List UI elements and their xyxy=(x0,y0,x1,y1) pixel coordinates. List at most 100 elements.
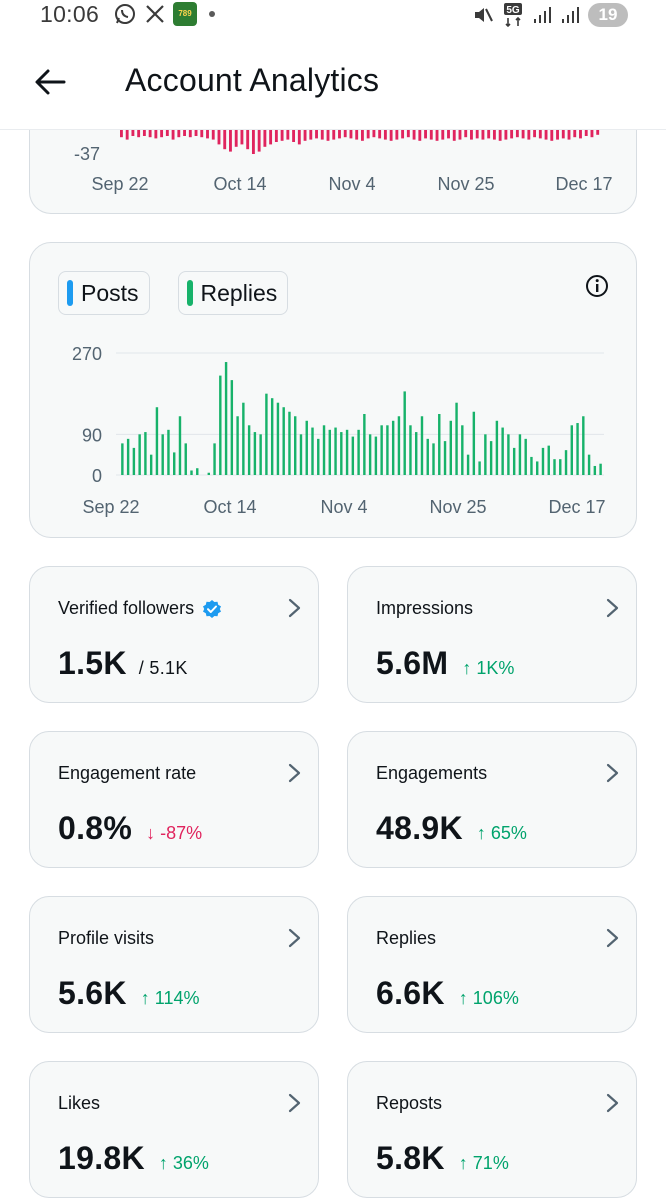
negative-bar xyxy=(332,130,336,140)
negative-bar xyxy=(292,130,296,142)
negative-bar xyxy=(194,130,198,136)
metric-card-reposts[interactable]: Reposts 5.8K ↑ 71% xyxy=(347,1061,637,1198)
replies-bar xyxy=(386,425,389,475)
negative-bar xyxy=(435,130,439,141)
negative-bar xyxy=(251,130,255,154)
negative-bar xyxy=(550,130,554,141)
negative-bar xyxy=(389,130,393,141)
replies-bar xyxy=(184,443,187,475)
chart-x-labels: Sep 22 Oct 14 Nov 4 Nov 25 Dec 17 xyxy=(82,497,605,517)
metric-value: 19.8K xyxy=(58,1140,145,1176)
y-tick-label: 90 xyxy=(82,425,102,445)
negative-bar xyxy=(177,130,181,138)
metric-card-profile-visits[interactable]: Profile visits 5.6K ↑ 114% xyxy=(29,896,319,1033)
negative-bar xyxy=(527,130,531,140)
negative-bar xyxy=(309,130,313,140)
signal-icon-2 xyxy=(560,5,580,25)
negative-bar xyxy=(206,130,209,139)
negative-bar xyxy=(538,130,542,139)
replies-bar xyxy=(501,427,504,475)
negative-bar xyxy=(125,130,129,140)
replies-bar xyxy=(224,362,228,475)
metric-value: 5.6M xyxy=(376,645,449,681)
metric-value: 5.6K xyxy=(58,975,127,1011)
replies-bar xyxy=(173,452,176,475)
x-tick-label: Oct 14 xyxy=(203,497,256,517)
negative-bar xyxy=(183,130,186,136)
negative-bar xyxy=(297,130,301,145)
replies-bar xyxy=(207,472,211,475)
negative-bar xyxy=(361,130,364,141)
metric-delta: ↑ 1K% xyxy=(462,658,515,678)
metric-card-impressions[interactable]: Impressions 5.6M ↑ 1K% xyxy=(347,566,637,703)
negative-bar xyxy=(355,130,359,140)
chevron-right-icon xyxy=(606,928,619,948)
network-5g-icon: 5G xyxy=(502,2,524,28)
replies-bar xyxy=(288,411,291,475)
replies-bar xyxy=(443,441,447,475)
metric-label: Engagements xyxy=(376,763,488,783)
x-app-icon xyxy=(145,4,165,24)
metric-card-replies[interactable]: Replies 6.6K ↑ 106% xyxy=(347,896,637,1033)
replies-bar xyxy=(559,459,562,475)
replies-bar xyxy=(391,420,395,475)
replies-bar xyxy=(426,438,429,475)
net-ymin-label: -37 xyxy=(74,144,100,164)
replies-bar xyxy=(409,425,412,475)
metric-card-engagements[interactable]: Engagements 48.9K ↑ 65% xyxy=(347,731,637,868)
replies-bar xyxy=(155,407,159,475)
metric-card-likes[interactable]: Likes 19.8K ↑ 36% xyxy=(29,1061,319,1198)
negative-bar xyxy=(240,130,244,145)
replies-bar xyxy=(305,420,308,475)
replies-bar xyxy=(144,432,147,475)
legend-posts[interactable]: Posts xyxy=(58,271,150,315)
metric-card-verified-followers[interactable]: Verified followers 1.5K / 5.1K xyxy=(29,566,319,703)
replies-bar xyxy=(363,414,366,475)
legend-replies[interactable]: Replies xyxy=(177,271,289,315)
replies-bar xyxy=(351,436,355,475)
replies-bar xyxy=(524,438,527,475)
replies-bar xyxy=(530,456,533,475)
replies-bar xyxy=(196,468,199,475)
negative-bar xyxy=(326,130,330,141)
info-icon[interactable] xyxy=(584,273,610,299)
net-bars xyxy=(120,126,600,154)
replies-bar xyxy=(219,375,222,475)
negative-bar xyxy=(441,130,445,140)
y-tick-label: 0 xyxy=(92,466,102,486)
replies-bar xyxy=(276,402,280,475)
back-button[interactable] xyxy=(28,64,72,100)
chevron-right-icon xyxy=(288,928,301,948)
replies-bar xyxy=(564,450,568,475)
replies-bar xyxy=(259,434,262,475)
metric-delta: ↓ -87% xyxy=(146,823,203,843)
negative-bar xyxy=(234,130,238,147)
chevron-right-icon xyxy=(606,763,619,783)
legend-replies-label: Replies xyxy=(200,279,278,306)
negative-bar xyxy=(223,130,227,150)
game-app-icon: 789 xyxy=(173,2,197,26)
y-tick-label: 270 xyxy=(72,344,102,364)
page-title: Account Analytics xyxy=(125,62,380,98)
replies-bar xyxy=(253,432,257,475)
negative-bar xyxy=(464,130,468,138)
negative-bar xyxy=(447,130,450,139)
negative-bar xyxy=(372,130,376,138)
net-xtick-1: Oct 14 xyxy=(213,174,266,194)
chart-grid xyxy=(116,352,604,476)
chevron-right-icon xyxy=(288,1093,301,1113)
negative-bar xyxy=(263,130,267,147)
metric-label: Replies xyxy=(376,928,437,948)
negative-bar xyxy=(120,130,123,138)
negative-bar xyxy=(492,130,496,140)
metric-delta: ↑ 71% xyxy=(458,1153,509,1173)
metric-delta: ↑ 65% xyxy=(476,823,527,843)
negative-bar xyxy=(137,130,141,138)
negative-bar xyxy=(131,130,135,136)
replies-bar xyxy=(265,393,268,475)
more-notifications-icon xyxy=(209,11,215,17)
replies-bar xyxy=(495,420,499,475)
replies-bar xyxy=(368,434,372,475)
negative-bar xyxy=(160,130,164,138)
metric-card-engagement-rate[interactable]: Engagement rate 0.8% ↓ -87% xyxy=(29,731,319,868)
